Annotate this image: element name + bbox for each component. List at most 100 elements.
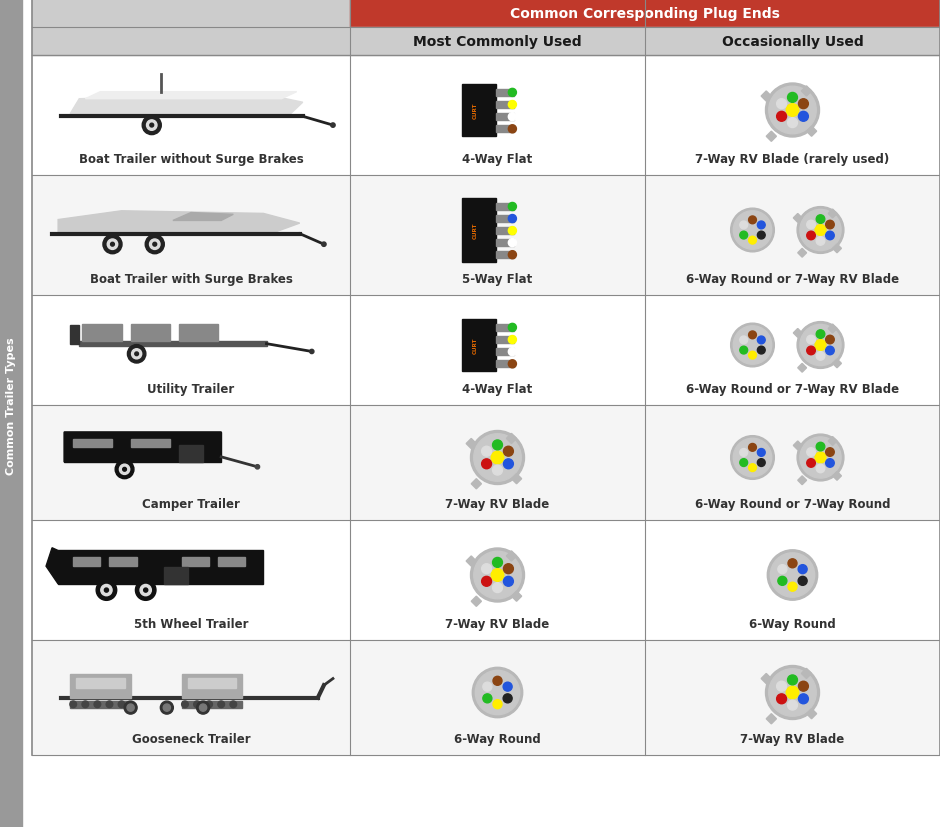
Circle shape [758,347,765,355]
Circle shape [509,203,516,211]
Circle shape [798,99,808,109]
Bar [32,295,940,405]
Circle shape [797,434,844,481]
Circle shape [509,361,516,368]
Text: 6-Way Round or 7-Way Round: 6-Way Round or 7-Way Round [695,497,890,510]
Bar [462,198,496,263]
Circle shape [504,564,513,574]
Circle shape [471,431,525,485]
Circle shape [492,569,504,581]
Text: Common Corresponding Plug Ends: Common Corresponding Plug Ends [510,7,780,21]
Circle shape [769,669,816,716]
Circle shape [807,459,815,468]
Circle shape [509,215,516,223]
Circle shape [776,112,787,122]
Bar [793,329,802,338]
Bar [83,325,121,342]
Bar [496,240,514,247]
Text: 6-Way Round: 6-Way Round [454,732,540,745]
Text: 6-Way Round or 7-Way RV Blade: 6-Way Round or 7-Way RV Blade [686,383,899,395]
Text: CURT: CURT [473,222,478,239]
Text: Most Commonly Used: Most Commonly Used [414,35,582,49]
Bar [802,87,811,97]
Circle shape [256,465,259,470]
Circle shape [116,461,133,479]
Circle shape [82,701,88,708]
Circle shape [509,113,516,122]
Circle shape [503,694,512,703]
Circle shape [493,557,503,567]
Bar [496,361,514,368]
Circle shape [161,701,173,715]
Circle shape [816,237,824,246]
Circle shape [474,552,522,599]
Circle shape [748,351,757,360]
Circle shape [748,237,757,245]
Circle shape [123,468,127,471]
Circle shape [776,694,787,704]
Bar [496,251,514,259]
Circle shape [733,327,772,365]
Bar [828,437,837,446]
Circle shape [196,701,210,715]
Circle shape [825,336,834,344]
Circle shape [807,347,815,356]
Circle shape [471,548,525,602]
Circle shape [509,239,516,247]
Circle shape [509,336,516,344]
Circle shape [96,580,117,600]
Circle shape [798,112,808,122]
Circle shape [740,232,747,240]
Circle shape [493,441,503,451]
Circle shape [815,225,826,237]
Circle shape [140,585,151,596]
Circle shape [119,465,130,475]
Bar [807,127,817,137]
Bar [496,102,514,109]
Bar [462,85,496,137]
Bar [496,337,514,344]
Circle shape [483,682,492,691]
Circle shape [807,336,815,344]
Circle shape [807,221,815,230]
Text: 6-Way Round: 6-Way Round [749,617,836,630]
Circle shape [733,212,772,250]
Circle shape [118,701,125,708]
Circle shape [199,704,207,711]
Circle shape [740,449,747,457]
Bar [70,326,79,345]
Bar [766,714,776,724]
Bar [79,342,267,347]
Circle shape [106,701,113,708]
Bar [32,56,940,176]
Circle shape [309,350,314,354]
Circle shape [194,701,200,708]
Bar [793,442,802,450]
Circle shape [472,667,523,718]
Bar [58,551,263,584]
Circle shape [132,349,142,360]
Circle shape [800,437,841,479]
Circle shape [111,243,115,246]
Text: CURT: CURT [473,103,478,119]
Bar [833,245,841,253]
Circle shape [816,442,824,452]
Bar [507,551,517,562]
Bar [833,472,841,480]
Circle shape [730,323,775,367]
Circle shape [70,701,76,708]
Bar [511,591,522,601]
Circle shape [798,565,807,574]
Bar [645,28,940,56]
Bar [798,249,807,258]
Circle shape [104,588,108,592]
Circle shape [807,448,815,457]
Circle shape [164,704,170,711]
Circle shape [788,118,797,128]
Bar [496,349,514,356]
Bar [496,227,514,235]
Bar [471,596,481,607]
Bar [70,701,131,708]
Bar [179,325,218,342]
Circle shape [758,449,765,457]
